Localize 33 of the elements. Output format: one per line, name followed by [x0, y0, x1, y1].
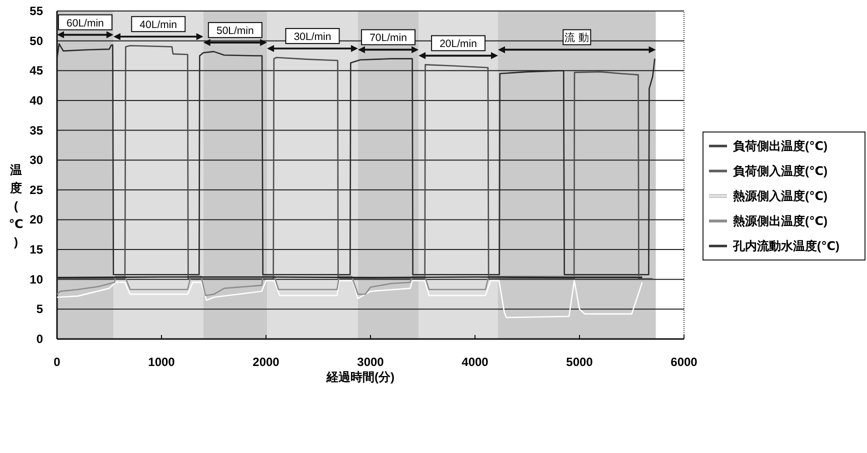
x-tick-label: 3000: [357, 355, 384, 369]
legend-label: 熱源側出温度(℃): [732, 214, 828, 228]
y-tick-label: 55: [30, 4, 44, 18]
y-tick-label: 20: [30, 212, 44, 227]
y-tick-label: 25: [30, 182, 44, 197]
band-label: 30L/min: [294, 31, 332, 44]
y-tick-label: 30: [30, 153, 44, 168]
x-tick-label: 5000: [566, 355, 594, 369]
x-axis-title: 経過時間(分): [326, 370, 394, 384]
x-tick-label: 2000: [252, 355, 280, 369]
band-label: 60L/min: [66, 17, 104, 30]
y-tick-label: 5: [36, 302, 44, 316]
legend-label: 負荷側入温度(℃): [733, 164, 828, 178]
y-tick-label: 10: [30, 272, 44, 286]
band-label: 流 動: [564, 31, 590, 44]
x-tick-label: 1000: [148, 355, 176, 369]
band-label: 70L/min: [370, 32, 408, 44]
x-tick-label: 6000: [670, 355, 698, 369]
y-tick-label: 35: [30, 123, 44, 138]
legend-label: 孔内流動水温度(℃): [732, 239, 840, 253]
band-label: 40L/min: [140, 19, 178, 32]
y-tick-label: 45: [30, 64, 44, 78]
y-axis-title: 温度(℃): [8, 163, 24, 249]
legend-label: 熱源側入温度(℃): [732, 189, 828, 203]
band-label: 20L/min: [440, 38, 478, 50]
x-tick-label: 0: [54, 355, 61, 369]
y-tick-label: 50: [30, 34, 44, 48]
y-tick-label: 40: [30, 93, 44, 108]
legend-label: 負荷側出温度(℃): [733, 139, 828, 153]
y-tick-label: 0: [36, 332, 44, 346]
y-tick-label: 15: [30, 242, 44, 257]
band-label: 50L/min: [216, 25, 254, 38]
x-tick-label: 4000: [462, 355, 489, 369]
